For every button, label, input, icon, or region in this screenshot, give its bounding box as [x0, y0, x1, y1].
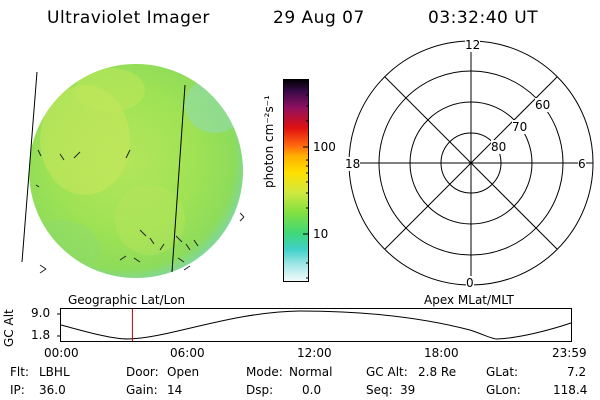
- orbit-x-tick-1800: 18:00: [424, 346, 459, 360]
- mode-value: Normal: [289, 365, 333, 379]
- orbit-y-label: GC Alt: [2, 309, 16, 347]
- seq-value: 39: [400, 383, 416, 397]
- flt-label: Flt:: [10, 365, 29, 379]
- gcalt-value: 2.8 Re: [418, 365, 457, 379]
- colorbar-tick-10: 10: [313, 227, 329, 241]
- door-label: Door:: [126, 365, 159, 379]
- boundary-line-right: [171, 84, 186, 273]
- dsp-value: 0.0: [302, 383, 322, 397]
- gain-value: 14: [167, 383, 183, 397]
- orbit-x-tick-1200: 12:00: [297, 346, 332, 360]
- image-date: 29 Aug 07: [273, 8, 365, 28]
- colorbar-unit-label: photon cm⁻²s⁻¹: [262, 95, 276, 188]
- image-time: 03:32:40 UT: [428, 8, 539, 28]
- orbit-altitude-curve: [60, 310, 572, 340]
- gain-label: Gain:: [126, 383, 158, 397]
- polar-label-top: 12: [465, 38, 481, 52]
- glat-label: GLat:: [486, 365, 519, 379]
- orbit-x-tick-0000: 00:00: [44, 346, 79, 360]
- orbit-x-tick-0600: 06:00: [170, 346, 205, 360]
- polar-label-bottom: 0: [466, 276, 474, 290]
- gcalt-label: GC Alt:: [366, 365, 408, 379]
- polar-label-left: 18: [345, 157, 361, 171]
- orbit-y-tick-9: 9.0: [31, 306, 51, 320]
- seq-label: Seq:: [366, 383, 393, 397]
- ip-label: IP:: [10, 383, 25, 397]
- colorbar-tick-100: 100: [313, 140, 336, 154]
- glon-label: GLon:: [486, 383, 521, 397]
- door-value: Open: [167, 365, 200, 379]
- glon-value: 118.4: [553, 383, 588, 397]
- orbit-y-tick-1.8: 1.8: [31, 328, 51, 342]
- polar-lat-label-70: 70: [512, 120, 528, 134]
- mode-label: Mode:: [246, 365, 283, 379]
- orbit-x-tick-2359: 23:59: [552, 346, 587, 360]
- flt-value: LBHL: [39, 365, 70, 379]
- orbit-plot: [57, 308, 572, 342]
- dsp-label: Dsp:: [246, 383, 274, 397]
- polar-diagonal-2: [384, 76, 558, 250]
- polar-lat-label-80: 80: [491, 140, 507, 154]
- auroral-image: [21, 64, 245, 278]
- orbit-plot-frame: [60, 308, 572, 342]
- coastline-marks: [35, 149, 245, 274]
- app-title: Ultraviolet Imager: [47, 8, 210, 28]
- colorbar: [283, 79, 309, 282]
- orbit-right-caption: Apex MLat/MLT: [424, 293, 514, 307]
- polar-label-right: 6: [578, 157, 586, 171]
- ip-value: 36.0: [39, 383, 66, 397]
- polar-lat-label-60: 60: [535, 98, 551, 112]
- boundary-line-left: [21, 71, 38, 263]
- orbit-left-caption: Geographic Lat/Lon: [68, 293, 186, 307]
- polar-plot: [348, 40, 594, 286]
- glat-value: 7.2: [567, 365, 587, 379]
